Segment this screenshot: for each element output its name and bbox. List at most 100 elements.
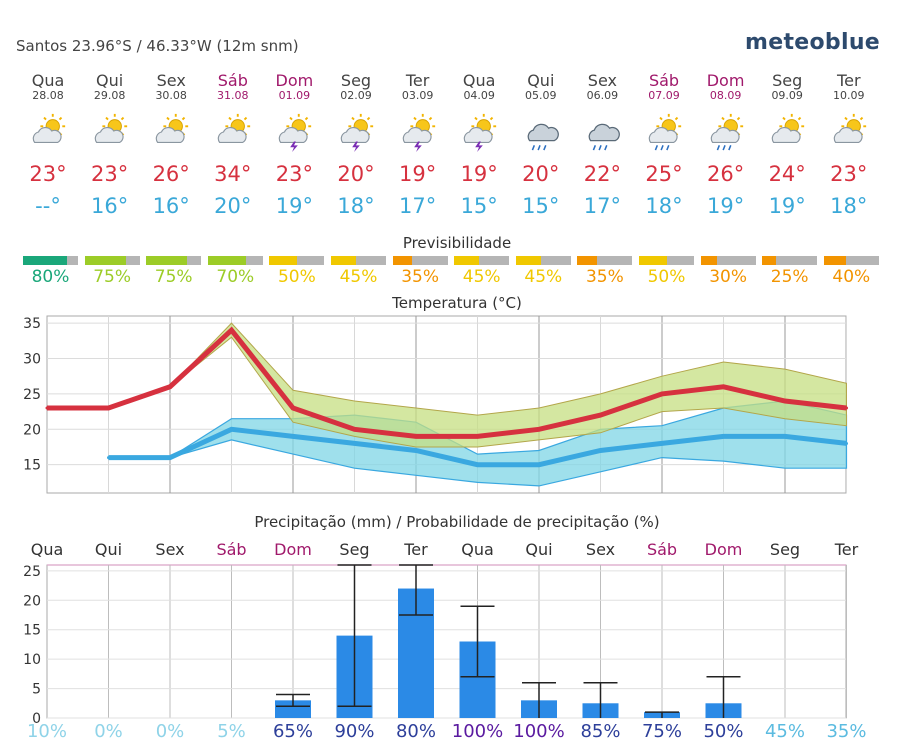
max-temperature-point (537, 427, 541, 431)
precipitation-probability: 100% (452, 721, 503, 742)
x-tick-label: Sex (586, 540, 615, 559)
predictability-value: 75% (93, 267, 131, 287)
max-temperature-point (476, 434, 479, 438)
min-temperature-point (599, 449, 602, 453)
sun-cloud-thunder-icon (336, 112, 376, 152)
min-temperature-point (660, 441, 664, 445)
day-name: Sáb (217, 71, 248, 90)
min-temperature-point (783, 434, 787, 438)
sun-cloud-rain-icon (644, 112, 684, 152)
day-name: Sex (156, 71, 186, 90)
predictability-value: 75% (154, 267, 193, 287)
predictability-item: 45% (454, 256, 510, 287)
min-temperature: 15° (460, 194, 498, 218)
day-name: Qui (527, 71, 555, 90)
sun-cloud-thunder-icon (398, 112, 438, 152)
y-tick-label: 10 (23, 652, 41, 668)
day-date: 29.08 (93, 89, 126, 102)
sun-cloud-thunder-icon (274, 112, 314, 152)
min-temperature: 18° (337, 194, 375, 218)
sun-cloud-icon (90, 112, 130, 152)
day-name: Dom (706, 71, 745, 90)
day-column: Qui 05.09 20° 15° (510, 71, 572, 219)
max-temperature: 23° (90, 162, 129, 186)
y-tick-label: 15 (23, 458, 41, 474)
predictability-item: 40% (823, 256, 879, 287)
min-temperature: 17° (398, 194, 437, 218)
day-name: Sex (587, 71, 617, 90)
x-tick-label: Sáb (216, 540, 246, 559)
min-temperature: 17° (583, 194, 621, 218)
precipitation-probability: 65% (273, 721, 313, 742)
predictability-item: 45% (331, 256, 386, 287)
plot-area (46, 564, 847, 719)
min-temperature: 19° (706, 194, 745, 218)
max-temperature: 25° (645, 162, 683, 186)
precipitation-probability: 90% (334, 721, 374, 742)
sun-cloud-icon (151, 112, 191, 152)
day-name: Qui (96, 71, 124, 90)
max-temperature: 19° (398, 162, 437, 186)
y-tick-label: 5 (32, 682, 41, 698)
x-tick-label: Sáb (647, 540, 677, 559)
predictability-label: Previsibilidade (402, 234, 512, 252)
min-temperature: --° (35, 194, 61, 218)
day-date: 01.09 (278, 89, 311, 102)
max-temperature: 20° (522, 162, 560, 186)
predictability-value: 50% (277, 267, 316, 287)
precipitation-probability: 35% (826, 721, 866, 742)
predictability-item: 50% (269, 256, 325, 287)
x-tick-label: Seg (339, 540, 369, 559)
x-tick-label: Sex (155, 540, 184, 559)
max-temperature: 26° (706, 162, 745, 186)
predictability-value: 50% (647, 267, 686, 287)
day-date: 03.09 (401, 89, 434, 102)
predictability-bar (146, 256, 202, 265)
meteoblue-logo[interactable]: meteoblue (745, 30, 880, 55)
predictability-bar (515, 256, 571, 265)
day-name: Seg (772, 71, 803, 90)
max-temperature: 19° (460, 162, 498, 186)
predictability-bar (454, 256, 510, 265)
sun-cloud-rain-icon (706, 112, 746, 152)
precipitation-probability: 10% (27, 721, 67, 742)
x-tick-label: Seg (770, 540, 800, 559)
predictability-item: 30% (700, 256, 756, 287)
max-temperature: 24° (768, 162, 806, 186)
min-temperature: 16° (152, 194, 190, 218)
predictability-bar (762, 256, 818, 265)
location-title: Santos 23.96°S / 46.33°W (12m snm) (16, 37, 299, 55)
day-column: Dom 01.09 23° 19° (263, 72, 325, 219)
min-temperature: 18° (645, 194, 683, 218)
min-temperature: 20° (214, 194, 252, 218)
min-temperature-point (168, 456, 172, 460)
min-temperature-point (722, 434, 725, 438)
max-temperature-point (722, 385, 725, 389)
min-temperature: 19° (768, 194, 806, 218)
min-temperature-point (476, 463, 479, 467)
x-tick-label: Qua (461, 540, 494, 559)
y-tick-label: 35 (23, 316, 41, 332)
predictability-bar (23, 256, 78, 265)
day-column: Sex 06.09 22° 17° (571, 71, 633, 219)
max-temperature-point (845, 406, 848, 410)
day-column: Qua 04.09 19° 15° (448, 72, 510, 219)
predictability-item: 80% (23, 256, 78, 287)
day-date: 28.08 (32, 89, 64, 102)
day-name: Seg (340, 71, 372, 90)
predictability-value: 45% (339, 267, 378, 287)
max-temperature-point (783, 399, 787, 403)
day-date: 06.09 (586, 89, 619, 102)
precipitation-probability: 0% (156, 721, 185, 742)
sun-cloud-icon (767, 112, 807, 152)
day-date: 31.08 (217, 89, 249, 102)
min-temperature-point (230, 427, 233, 431)
predictability-value: 70% (216, 267, 255, 287)
max-temperature-point (660, 392, 664, 396)
temperature-chart: 15 20 25 30 35 (23, 315, 848, 494)
cloud-rain-icon (521, 112, 561, 152)
day-column: Sex 30.08 26° 16° (140, 71, 202, 219)
max-temperature: 23° (29, 162, 67, 186)
sun-cloud-icon (829, 112, 869, 152)
predictability-value: 45% (524, 267, 563, 287)
